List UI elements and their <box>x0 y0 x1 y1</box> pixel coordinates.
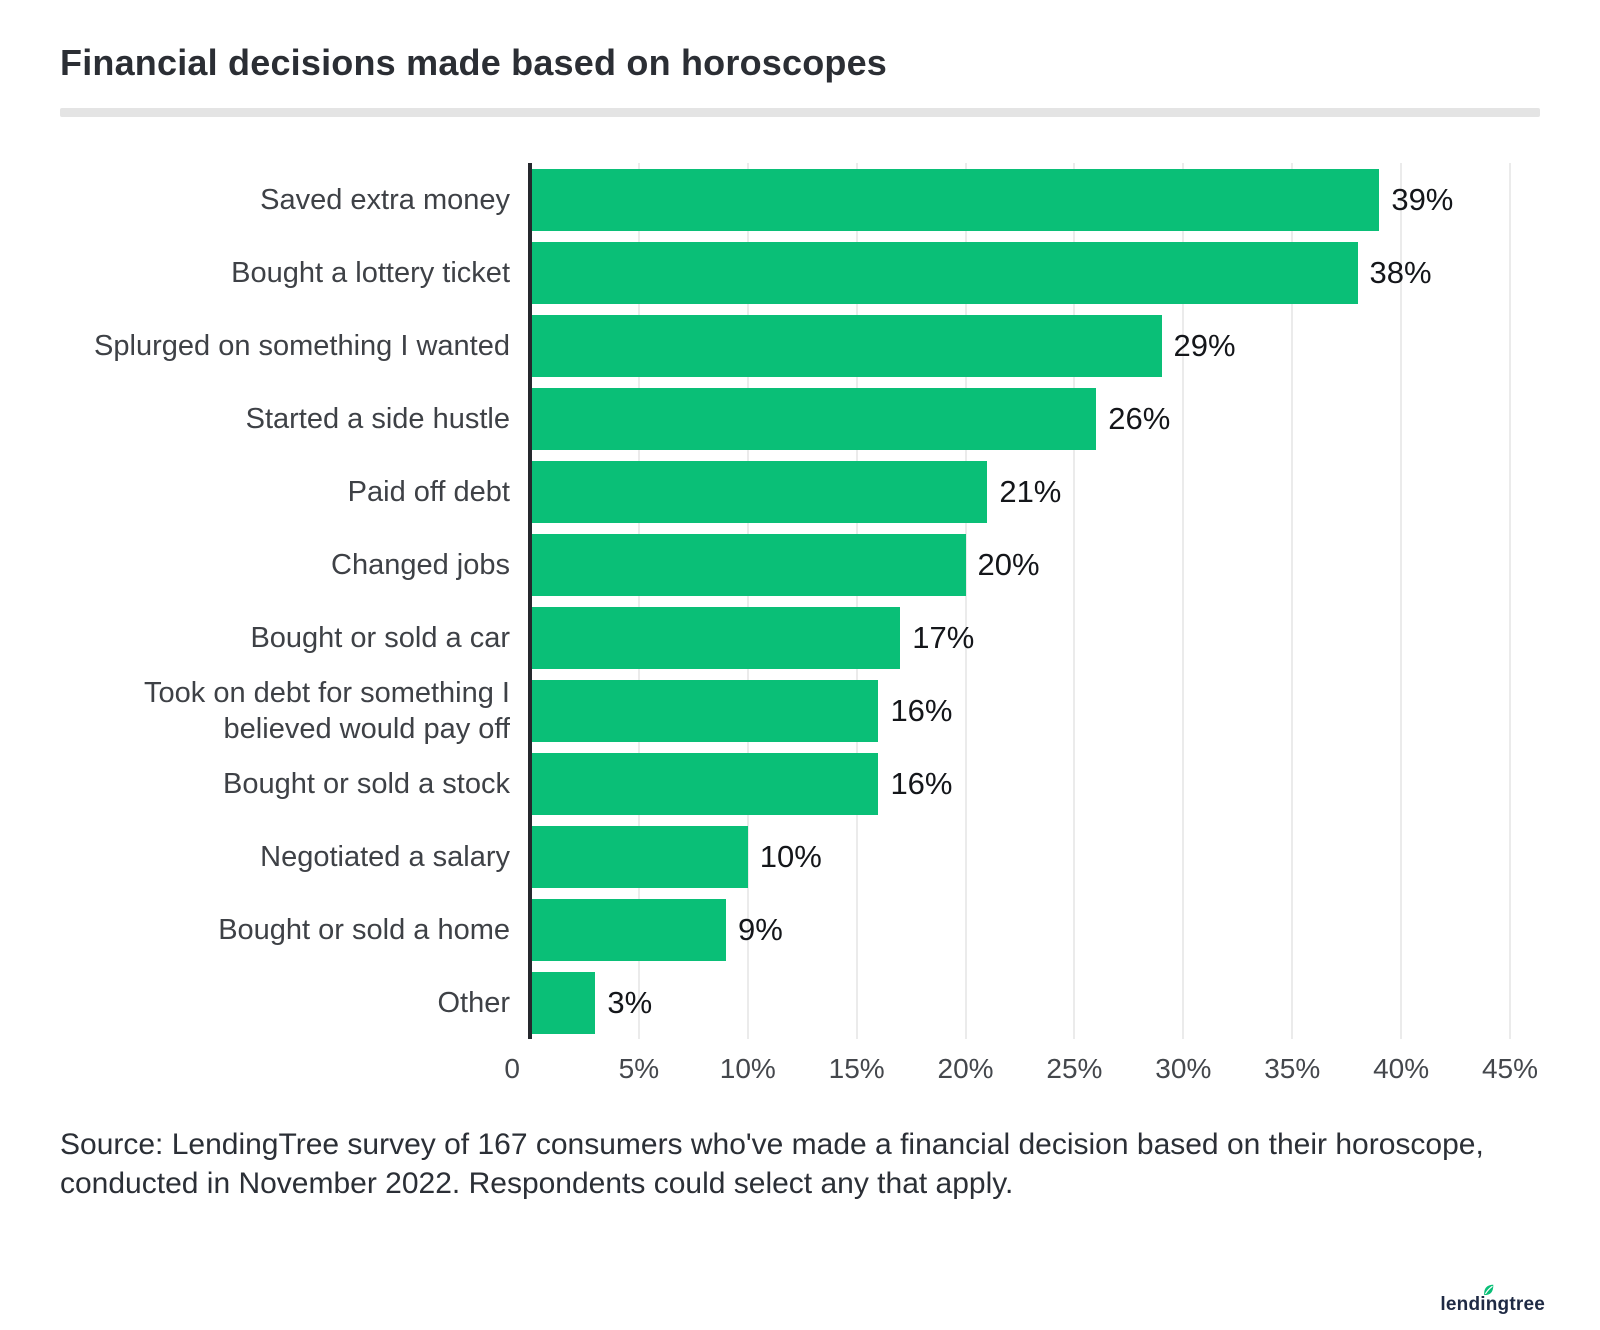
bar-track: 39% <box>530 168 1510 231</box>
category-label: Negotiated a salary <box>260 840 510 873</box>
value-label: 17% <box>912 619 975 655</box>
axis-tick: 20% <box>937 1053 994 1084</box>
bar-track: 3% <box>530 971 1510 1034</box>
bar-track: 16% <box>530 752 1510 815</box>
bar-rows: Saved extra money 39% Bought a lottery tic… <box>60 163 1540 1039</box>
bar <box>530 460 988 523</box>
bar-track: 21% <box>530 460 1510 523</box>
bar <box>530 825 748 888</box>
bar-row: Bought a lottery ticket 38% <box>60 236 1540 309</box>
axis-tick: 0 <box>504 1053 520 1084</box>
title-divider <box>60 108 1540 117</box>
bar-row: Started a side hustle 26% <box>60 382 1540 455</box>
value-label: 3% <box>607 984 653 1020</box>
x-axis: 0 5% 10% 15% 20% 25% 30% 35% 40% 45% <box>504 1039 1538 1091</box>
bar-track: 26% <box>530 387 1510 450</box>
bar-track: 38% <box>530 241 1510 304</box>
value-label: 20% <box>977 546 1040 582</box>
bar-track: 20% <box>530 533 1510 596</box>
bar-track: 29% <box>530 314 1510 377</box>
category-label: Paid off debt <box>347 475 510 508</box>
bar <box>530 971 596 1034</box>
category-label: Took on debt for something I believed wo… <box>144 676 510 745</box>
bar-row: Saved extra money 39% <box>60 163 1540 236</box>
logo-wrap: lendingtree <box>1440 1284 1545 1316</box>
logo-text: lendingtree <box>1440 1294 1545 1315</box>
value-label: 21% <box>999 473 1062 509</box>
bar-row: Took on debt for something I believed wo… <box>60 674 1540 747</box>
axis-tick: 25% <box>1046 1053 1103 1084</box>
axis-tick: 30% <box>1155 1053 1212 1084</box>
bar <box>530 387 1097 450</box>
bar-track: 17% <box>530 606 1510 669</box>
value-label: 29% <box>1173 327 1236 363</box>
source-note: Source: LendingTree survey of 167 consum… <box>60 1128 1484 1200</box>
axis-tick: 35% <box>1264 1053 1321 1084</box>
axis-tick: 45% <box>1481 1053 1539 1084</box>
category-label: Bought or sold a home <box>218 913 510 946</box>
bar <box>530 898 726 961</box>
bar-row: Paid off debt 21% <box>60 455 1540 528</box>
bar <box>530 606 901 669</box>
leaf-icon <box>1484 1284 1494 1296</box>
value-label: 38% <box>1369 254 1432 290</box>
category-label: Saved extra money <box>260 183 510 216</box>
bar <box>530 752 879 815</box>
bar <box>530 679 879 742</box>
axis-tick: 10% <box>719 1053 776 1084</box>
category-label: Started a side hustle <box>245 402 510 435</box>
category-label: Changed jobs <box>331 548 510 581</box>
chart-plot-area: Saved extra money 39% Bought a lottery tic… <box>60 163 1540 1039</box>
bar-track: 10% <box>530 825 1510 888</box>
axis-tick: 5% <box>618 1053 660 1084</box>
bar-row: Bought or sold a stock 16% <box>60 747 1540 820</box>
bar-row: Bought or sold a car 17% <box>60 601 1540 674</box>
value-label: 9% <box>738 911 783 947</box>
bar-row: Splurged on something I wanted 29% <box>60 309 1540 382</box>
bar-row: Other 3% <box>60 966 1540 1039</box>
category-label: Bought a lottery ticket <box>231 256 510 289</box>
bar-row: Negotiated a salary 10% <box>60 820 1540 893</box>
bar-track: 9% <box>530 898 1510 961</box>
bar-track: 16% <box>530 679 1510 742</box>
bar <box>530 533 966 596</box>
category-label: Bought or sold a car <box>250 621 510 654</box>
bar <box>530 168 1380 231</box>
brand-logo: lendingtree <box>1440 1284 1545 1316</box>
bar-row: Changed jobs 20% <box>60 528 1540 601</box>
bar-row: Bought or sold a home 9% <box>60 893 1540 966</box>
value-label: 39% <box>1391 181 1454 217</box>
axis-tick: 40% <box>1373 1053 1430 1084</box>
value-label: 26% <box>1108 400 1171 436</box>
category-label: Splurged on something I wanted <box>94 329 510 362</box>
bar <box>530 241 1358 304</box>
bar-chart: Saved extra money 39% Bought a lottery tic… <box>60 163 1540 1091</box>
axis-tick: 15% <box>828 1053 885 1084</box>
value-label: 16% <box>890 765 953 801</box>
category-label: Other <box>437 986 510 1019</box>
bar <box>530 314 1162 377</box>
value-label: 16% <box>890 692 953 728</box>
category-label: Bought or sold a stock <box>223 767 510 800</box>
page-title: Financial decisions made based on horosc… <box>60 42 888 83</box>
value-label: 10% <box>759 838 822 874</box>
